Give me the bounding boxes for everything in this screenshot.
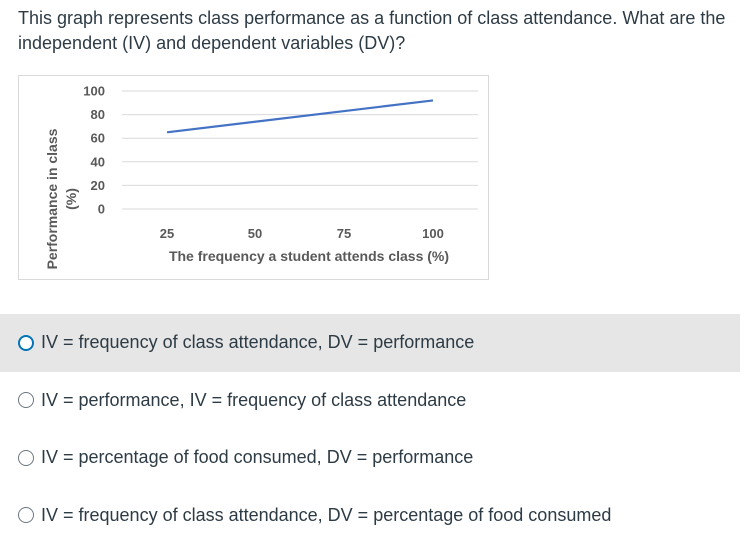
x-tick-label: 100 bbox=[422, 226, 444, 241]
answer-label: IV = percentage of food consumed, DV = p… bbox=[41, 447, 473, 468]
y-tick-label: 20 bbox=[91, 178, 105, 193]
radio-button[interactable] bbox=[18, 450, 34, 466]
radio-button[interactable] bbox=[18, 335, 34, 351]
y-tick-label: 40 bbox=[91, 154, 105, 169]
question-text: This graph represents class performance … bbox=[18, 6, 743, 56]
y-tick-label: 0 bbox=[98, 202, 105, 217]
answer-label: IV = frequency of class attendance, DV =… bbox=[41, 332, 474, 353]
x-tick-label: 75 bbox=[337, 226, 351, 241]
radio-button[interactable] bbox=[18, 392, 34, 408]
y-axis-title-line1: Performance in class bbox=[43, 129, 62, 270]
answer-option-2[interactable]: IV = performance, IV = frequency of clas… bbox=[0, 372, 740, 430]
y-tick-label: 100 bbox=[83, 84, 105, 99]
x-tick-label: 50 bbox=[248, 226, 262, 241]
y-tick-label: 80 bbox=[91, 107, 105, 122]
answer-options: IV = frequency of class attendance, DV =… bbox=[0, 314, 740, 544]
x-axis-title: The frequency a student attends class (%… bbox=[139, 248, 479, 264]
y-tick-label: 60 bbox=[91, 131, 105, 146]
y-axis-title: Performance in class (%) bbox=[33, 114, 91, 284]
y-axis-title-line2: (%) bbox=[62, 129, 81, 270]
answer-label: IV = performance, IV = frequency of clas… bbox=[41, 390, 466, 411]
chart: 0 20 40 60 80 100 25 50 75 100 Performance in cla… bbox=[18, 75, 489, 280]
answer-option-4[interactable]: IV = frequency of class attendance, DV =… bbox=[0, 487, 740, 544]
answer-option-3[interactable]: IV = percentage of food consumed, DV = p… bbox=[0, 429, 740, 487]
answer-label: IV = frequency of class attendance, DV =… bbox=[41, 505, 611, 526]
answer-option-1[interactable]: IV = frequency of class attendance, DV =… bbox=[0, 314, 740, 372]
radio-button[interactable] bbox=[18, 507, 34, 523]
series-line bbox=[167, 100, 433, 132]
x-tick-label: 25 bbox=[160, 226, 174, 241]
